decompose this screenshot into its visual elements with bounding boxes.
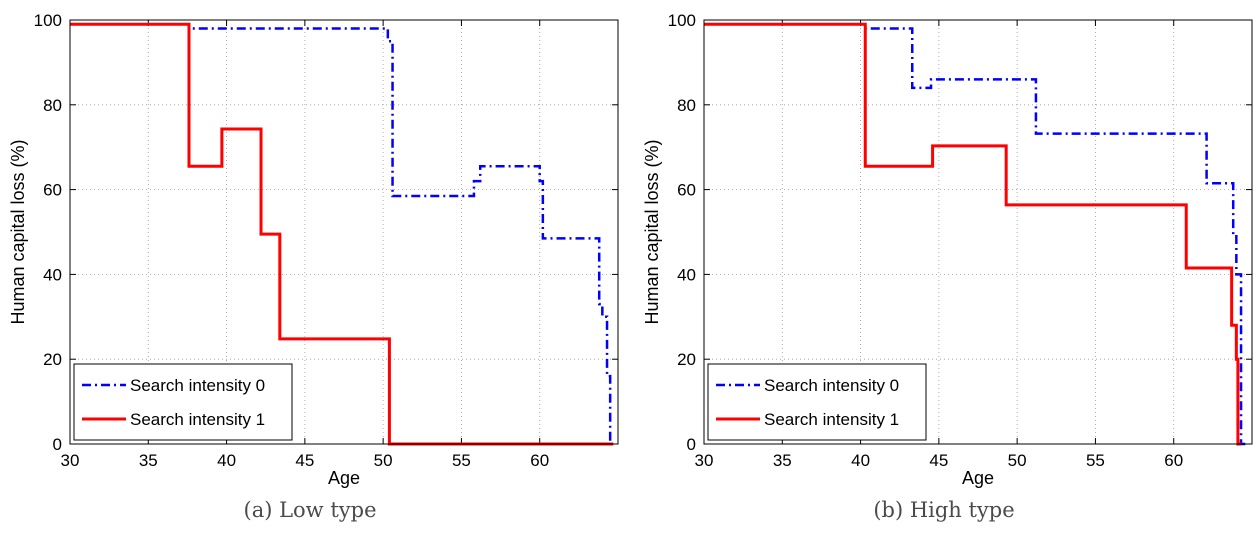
x-tick-label: 60 (530, 451, 549, 470)
x-tick-label: 40 (851, 451, 870, 470)
y-tick-label: 0 (53, 435, 62, 454)
x-tick-label: 45 (929, 451, 948, 470)
y-tick-label: 60 (43, 181, 62, 200)
series-line-search-intensity-0 (704, 22, 1246, 446)
y-tick-label: 40 (43, 265, 62, 284)
caption-high-type: (b) High type (873, 498, 1015, 522)
legend-box (73, 363, 293, 441)
x-tick-label: 45 (295, 451, 314, 470)
y-tick-label: 40 (677, 265, 696, 284)
chart-high-type: 30 35 40 45 50 55 60 0 20 40 60 80 100 Search intensi… (642, 11, 1253, 488)
series-line-search-intensity-0 (70, 22, 614, 446)
x-axis-label: Age (962, 468, 994, 488)
x-tick-label: 35 (139, 451, 158, 470)
y-tick-label: 80 (43, 96, 62, 115)
x-tick-label: 55 (1086, 451, 1105, 470)
x-tick-label: 40 (217, 451, 236, 470)
figure-high-type: 30 35 40 45 50 55 60 0 20 40 60 80 100 Search intensi… (634, 0, 1254, 500)
legend-label: Search intensity 0 (130, 376, 265, 395)
y-axis-label: Human capital loss (%) (642, 139, 662, 324)
axes-frame (69, 19, 619, 445)
y-tick-label: 20 (43, 350, 62, 369)
x-tick-label: 50 (374, 451, 393, 470)
figure-low-type: 30 35 40 45 50 55 60 0 20 40 60 80 100 Search intensi… (0, 0, 620, 500)
legend: Search intensity 0 Search intensity 1 (73, 363, 293, 441)
y-tick-label: 80 (677, 96, 696, 115)
y-tick-label: 0 (687, 435, 696, 454)
y-tick-label: 60 (677, 181, 696, 200)
legend-label: Search intensity 0 (764, 376, 899, 395)
x-tick-label: 55 (452, 451, 471, 470)
x-tick-label: 50 (1008, 451, 1027, 470)
y-axis-label: Human capital loss (%) (8, 139, 28, 324)
caption-low-type: (a) Low type (243, 498, 377, 522)
legend: Search intensity 0 Search intensity 1 (707, 363, 927, 441)
y-tick-label: 100 (668, 11, 696, 30)
legend-label: Search intensity 1 (764, 410, 899, 429)
x-tick-label: 60 (1164, 451, 1183, 470)
legend-box (707, 363, 927, 441)
y-tick-label: 20 (677, 350, 696, 369)
x-tick-label: 35 (773, 451, 792, 470)
x-tick-label: 30 (61, 451, 80, 470)
chart-low-type: 30 35 40 45 50 55 60 0 20 40 60 80 100 Search intensi… (8, 11, 619, 488)
series-line-search-intensity-1 (704, 22, 1242, 446)
y-tick-label: 100 (34, 11, 62, 30)
series-line-search-intensity-1 (70, 22, 614, 446)
axes-frame (703, 19, 1253, 445)
x-tick-label: 30 (695, 451, 714, 470)
legend-label: Search intensity 1 (130, 410, 265, 429)
x-axis-label: Age (328, 468, 360, 488)
